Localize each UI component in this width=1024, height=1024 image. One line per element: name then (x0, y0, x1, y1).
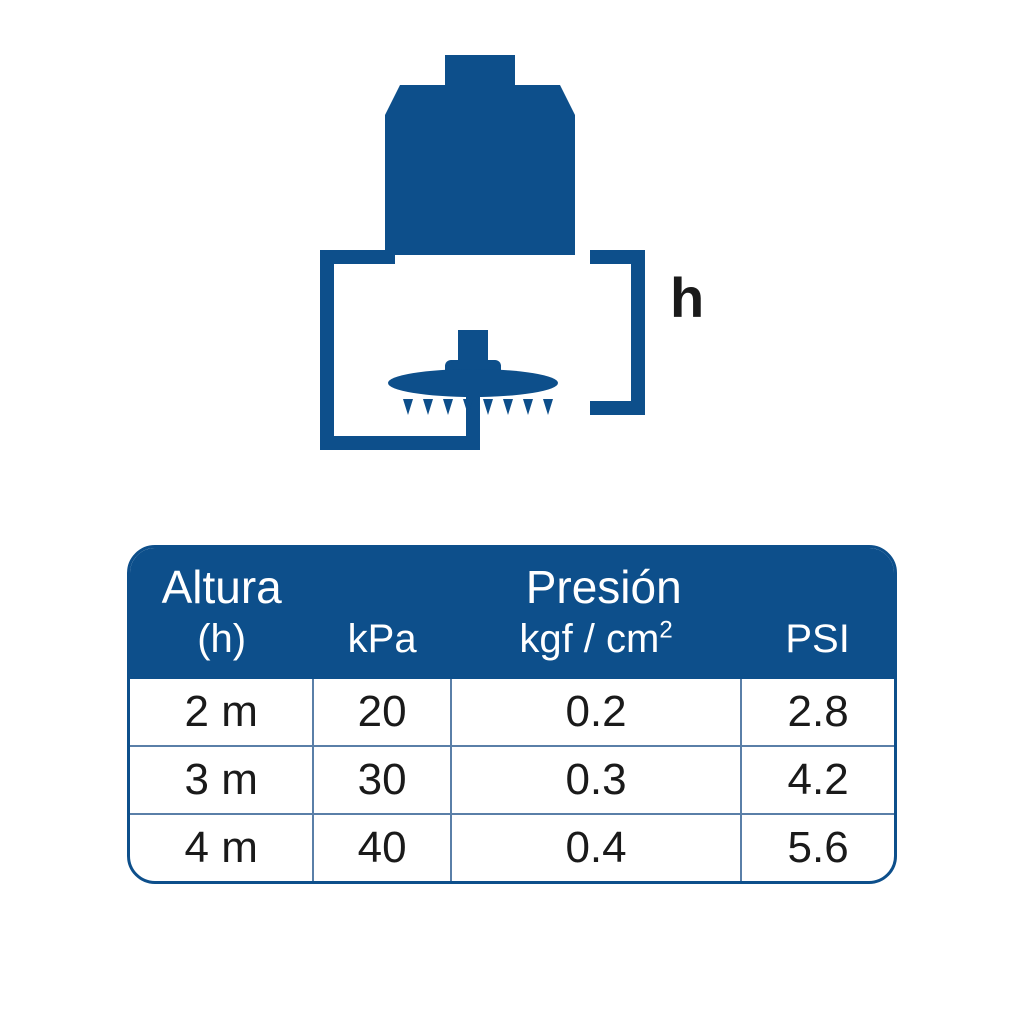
table-row: 4 m 40 0.4 5.6 (130, 814, 894, 881)
cell-kpa: 40 (313, 814, 451, 881)
cell-altura: 4 m (130, 814, 313, 881)
table-body: 2 m 20 0.2 2.8 3 m 30 0.3 4.2 4 m 40 0.4… (130, 679, 894, 881)
tank-shower-diagram (290, 55, 730, 455)
height-label: h (670, 265, 704, 330)
header-altura: Altura (h) (130, 548, 313, 679)
cell-psi: 2.8 (741, 679, 894, 746)
header-kpa: kPa (313, 615, 451, 679)
pressure-table: Altura (h) Presión kPa kgf / cm2 PSI 2 m… (127, 545, 897, 884)
cell-kpa: 20 (313, 679, 451, 746)
cell-altura: 3 m (130, 746, 313, 814)
cell-kgf: 0.2 (451, 679, 741, 746)
header-presion-group: Presión (313, 548, 894, 615)
header-kgf: kgf / cm2 (451, 615, 741, 679)
table-row: 3 m 30 0.3 4.2 (130, 746, 894, 814)
cell-altura: 2 m (130, 679, 313, 746)
cell-kgf: 0.4 (451, 814, 741, 881)
cell-kpa: 30 (313, 746, 451, 814)
cell-psi: 4.2 (741, 746, 894, 814)
cell-psi: 5.6 (741, 814, 894, 881)
cell-kgf: 0.3 (451, 746, 741, 814)
table-row: 2 m 20 0.2 2.8 (130, 679, 894, 746)
header-psi: PSI (741, 615, 894, 679)
